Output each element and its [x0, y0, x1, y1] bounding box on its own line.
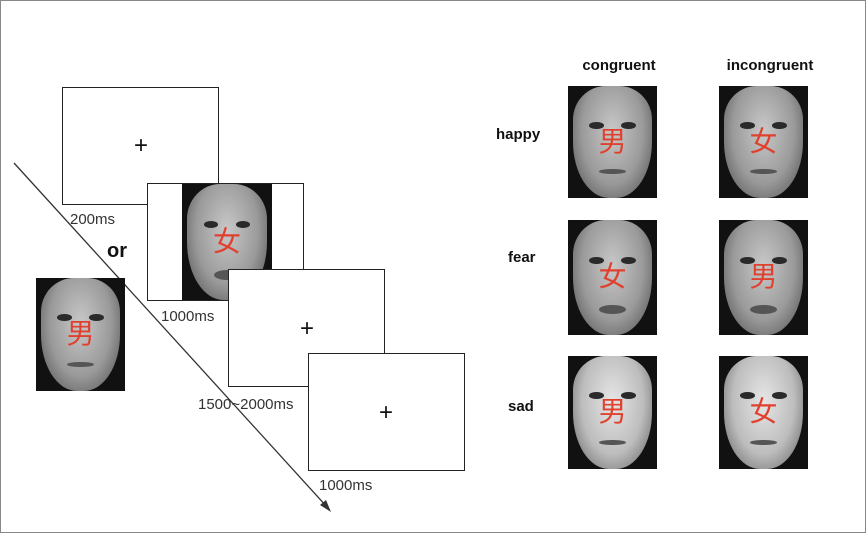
fixation-cross: +: [299, 315, 315, 342]
duration-label: 1500~2000ms: [198, 396, 294, 413]
gender-word: 女: [598, 260, 627, 294]
duration-label: 200ms: [70, 211, 116, 228]
row-label-sad: sad: [508, 398, 534, 415]
row-label-fear: fear: [508, 249, 536, 266]
face-fear-congruent: 女: [568, 220, 657, 335]
face-sad-incongruent: 女: [719, 356, 808, 469]
fixation-screen-3: +: [308, 353, 465, 471]
or-label: or: [107, 240, 127, 262]
gender-word: 女: [212, 224, 242, 258]
face-happy-incongruent: 女: [719, 86, 808, 198]
face-sad-congruent: 男: [568, 356, 657, 469]
duration-label: 1000ms: [319, 477, 373, 494]
gender-word: 男: [598, 395, 627, 429]
gender-word: 男: [66, 317, 95, 351]
face-happy-congruent: 男: [568, 86, 657, 198]
row-label-happy: happy: [496, 126, 541, 143]
face-male-neutral: 男: [36, 278, 125, 391]
gender-word: 男: [749, 260, 778, 294]
fixation-cross: +: [133, 132, 149, 159]
gender-word: 男: [598, 124, 627, 158]
time-arrow-line: [13, 162, 329, 509]
arrow-head-icon: [320, 500, 331, 512]
column-header-congruent: congruent: [582, 57, 656, 74]
face-fear-incongruent: 男: [719, 220, 808, 335]
duration-label: 1000ms: [161, 308, 215, 325]
fixation-cross: +: [378, 399, 394, 426]
column-header-incongruent: incongruent: [726, 57, 814, 74]
gender-word: 女: [749, 395, 778, 429]
gender-word: 女: [749, 124, 778, 158]
